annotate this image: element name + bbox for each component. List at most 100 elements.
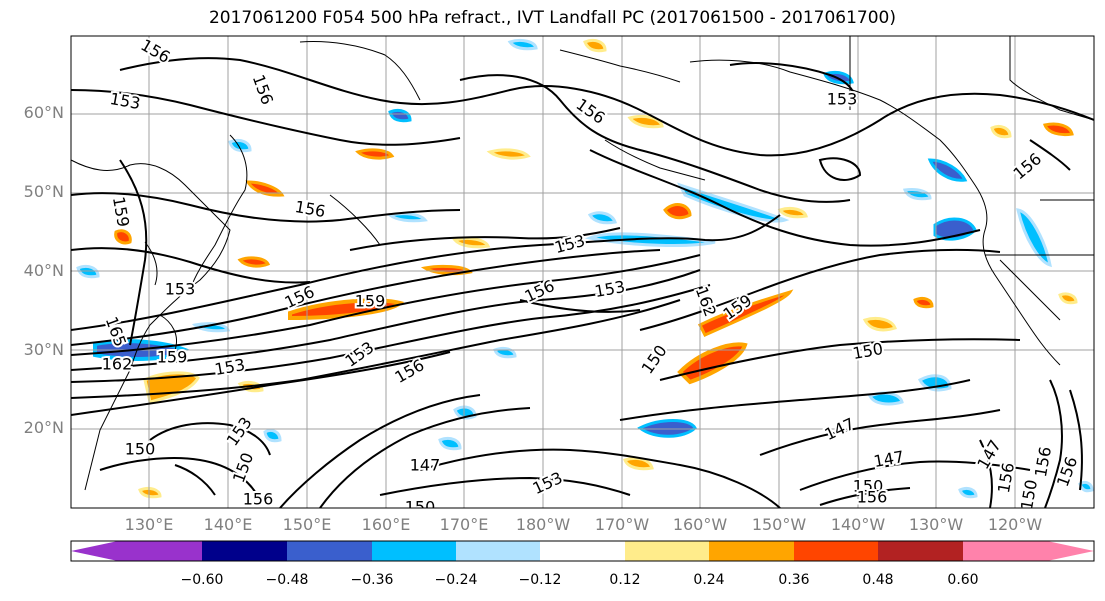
colorbar-frame [70,540,1095,562]
contour-label-halo: 156 [857,488,888,507]
shading-negative [1078,480,1094,493]
colorbar-tick: 0.12 [609,572,641,588]
shading-positive [990,124,1012,139]
refractivity-contours [71,57,1094,508]
contour-label-halo: 156 [293,197,326,221]
shading-positive [583,38,607,53]
map-frame [70,35,1095,509]
shading-positive [697,289,794,337]
colorbar-tick: −0.24 [434,572,478,588]
lat-label-60n: 60°N [23,103,64,122]
colorbar-segment [625,541,709,561]
lon-label-170e: 170°E [439,515,489,534]
shading-positive [237,256,271,268]
colorbar-segment [709,541,794,561]
colorbar-tick: 0.24 [693,572,725,588]
shading-positive [777,206,808,219]
contour-label: 159 [355,292,386,311]
shading-negative [507,38,538,51]
shading-negative [584,232,716,247]
shading-positive [114,229,132,245]
contour-label-halo: 162 [102,355,133,374]
shading-positive [288,298,405,321]
shading-negative [958,486,978,499]
contour-label-halo: 153 [827,90,858,109]
contour-label-halo: 150 [405,498,436,517]
contour-label: 153 [165,280,196,299]
colorbar-tick: −0.36 [350,572,394,588]
contour-label: 162 [102,355,133,374]
shading-positive [1042,122,1074,137]
shading-positive [1058,292,1078,305]
lat-label-50n: 50°N [23,182,64,201]
shading-negative [1016,208,1052,268]
colorbar-segment [71,541,202,561]
contour-label-halo: 159 [355,292,386,311]
contour-label: 159 [157,348,188,367]
colorbar-segment [963,541,1094,561]
contour-label: 150 [1017,478,1041,511]
colorbar-tick: 0.48 [862,572,894,588]
lon-label-140w: 140°W [830,515,886,534]
colorbar-segment [202,541,287,561]
lon-label-150e: 150°E [282,515,332,534]
contour-label: 153 [827,90,858,109]
colorbar-tick: −0.12 [518,572,562,588]
colorbar-segment [540,541,625,561]
shading-negative [76,264,100,279]
contour-label: 156 [857,488,888,507]
colorbar-segment [456,541,540,561]
lon-label-170w: 170°W [594,515,650,534]
colorbar-segment [372,541,456,561]
shading-positive [627,114,664,129]
graticule [71,36,1094,508]
contour-label: 150 [853,477,884,496]
contour-label: 147 [410,456,441,475]
colorbar-tick: 0.36 [778,572,810,588]
shading-negative [438,436,462,451]
contour-label: 150 [405,498,436,517]
lat-label-20n: 20°N [23,418,64,437]
contour-label: 156 [243,490,274,509]
lon-label-140e: 140°E [203,515,253,534]
contour-label-halo: 150 [125,440,156,459]
contour-label-halo: 153 [165,280,196,299]
shading-negative [637,419,697,438]
colorbar-tick: −0.48 [265,572,309,588]
colorbar-tick: 0.60 [947,572,979,588]
lat-label-30n: 30°N [23,340,64,359]
shading-negative [677,182,790,223]
contour-label-halo: 153 [213,355,246,379]
shading-positive [245,180,285,197]
map-title: 2017061200 F054 500 hPa refract., IVT La… [208,8,896,28]
colorbar-segment [287,541,372,561]
shading-positive [452,236,491,249]
shading-positive [143,371,200,404]
shading-negative [388,108,412,123]
lon-label-160e: 160°E [361,515,411,534]
shading-positive [138,486,162,499]
shading-positive [862,316,897,332]
contour-label-halo: 156 [243,490,274,509]
lon-label-130w: 130°W [908,515,964,534]
shading-negative [263,428,282,443]
shading-positive [677,342,748,385]
colorbar-segment [878,541,963,561]
lon-label-130e: 130°E [124,515,174,534]
contour-label: 150 [125,440,156,459]
contour-label-halo: 147 [410,456,441,475]
contour-label-halo: 159 [157,348,188,367]
colorbar-segment [794,541,878,561]
shading-positive [355,148,395,160]
shading-negative [228,138,252,153]
contour-label-halo: 150 [853,477,884,496]
lat-label-40n: 40°N [23,261,64,280]
shading-negative [587,211,618,225]
lon-label-180w: 180°W [515,515,571,534]
contour-label-halo: 150 [851,339,884,363]
lon-label-120w: 120°W [987,515,1043,534]
shading-negative [927,158,968,182]
colorbar-tick: −0.60 [180,572,224,588]
